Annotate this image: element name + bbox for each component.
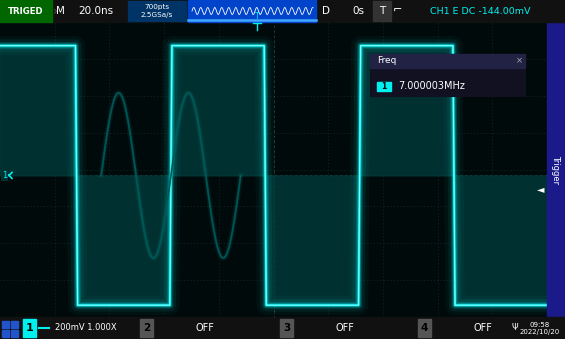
Text: 200mV 1.000X: 200mV 1.000X <box>55 323 117 333</box>
Bar <box>11 321 18 328</box>
Bar <box>11 330 18 337</box>
Text: 1: 1 <box>2 171 7 180</box>
Text: 1: 1 <box>25 323 33 333</box>
Text: M: M <box>55 6 64 16</box>
Text: 0s: 0s <box>352 6 364 16</box>
Bar <box>377 82 391 91</box>
Bar <box>2 330 9 337</box>
Bar <box>0 0 52 22</box>
Text: Ψ: Ψ <box>512 322 518 332</box>
Bar <box>2 321 9 328</box>
Text: 20.0ns: 20.0ns <box>79 6 114 16</box>
Bar <box>547 22 565 317</box>
Text: ›: › <box>53 4 58 18</box>
Text: 2022/10/20: 2022/10/20 <box>520 329 560 335</box>
Text: 09:58: 09:58 <box>530 322 550 328</box>
Text: 2: 2 <box>143 323 150 333</box>
Text: T: T <box>255 12 259 21</box>
Bar <box>370 54 525 68</box>
Bar <box>0 22 547 317</box>
Bar <box>188 0 316 22</box>
Text: Freq: Freq <box>377 56 397 65</box>
Bar <box>280 319 293 337</box>
Text: 1: 1 <box>381 82 386 91</box>
Text: D: D <box>322 6 330 16</box>
Text: ⌐: ⌐ <box>392 6 402 16</box>
Bar <box>128 1 186 21</box>
Text: T: T <box>379 6 385 16</box>
Text: 4: 4 <box>421 323 428 333</box>
Text: OFF: OFF <box>473 323 493 333</box>
Text: OFF: OFF <box>336 323 354 333</box>
Bar <box>23 319 36 337</box>
Text: 2.5GSa/s: 2.5GSa/s <box>141 12 173 18</box>
Bar <box>373 1 391 21</box>
Bar <box>0 0 565 22</box>
Text: 700pts: 700pts <box>145 4 170 11</box>
Text: Trigger: Trigger <box>551 155 560 184</box>
Bar <box>22 318 138 338</box>
Text: ◄: ◄ <box>537 184 544 195</box>
Text: ×: × <box>515 56 523 65</box>
Text: TRIGED: TRIGED <box>8 6 44 16</box>
Text: CH1 E DC -144.00mV: CH1 E DC -144.00mV <box>430 6 530 16</box>
Text: OFF: OFF <box>195 323 215 333</box>
Text: 7.000003MHz: 7.000003MHz <box>398 81 465 91</box>
Bar <box>140 319 153 337</box>
Bar <box>370 54 525 96</box>
Text: 3: 3 <box>283 323 290 333</box>
Bar <box>418 319 431 337</box>
Bar <box>0 317 565 339</box>
